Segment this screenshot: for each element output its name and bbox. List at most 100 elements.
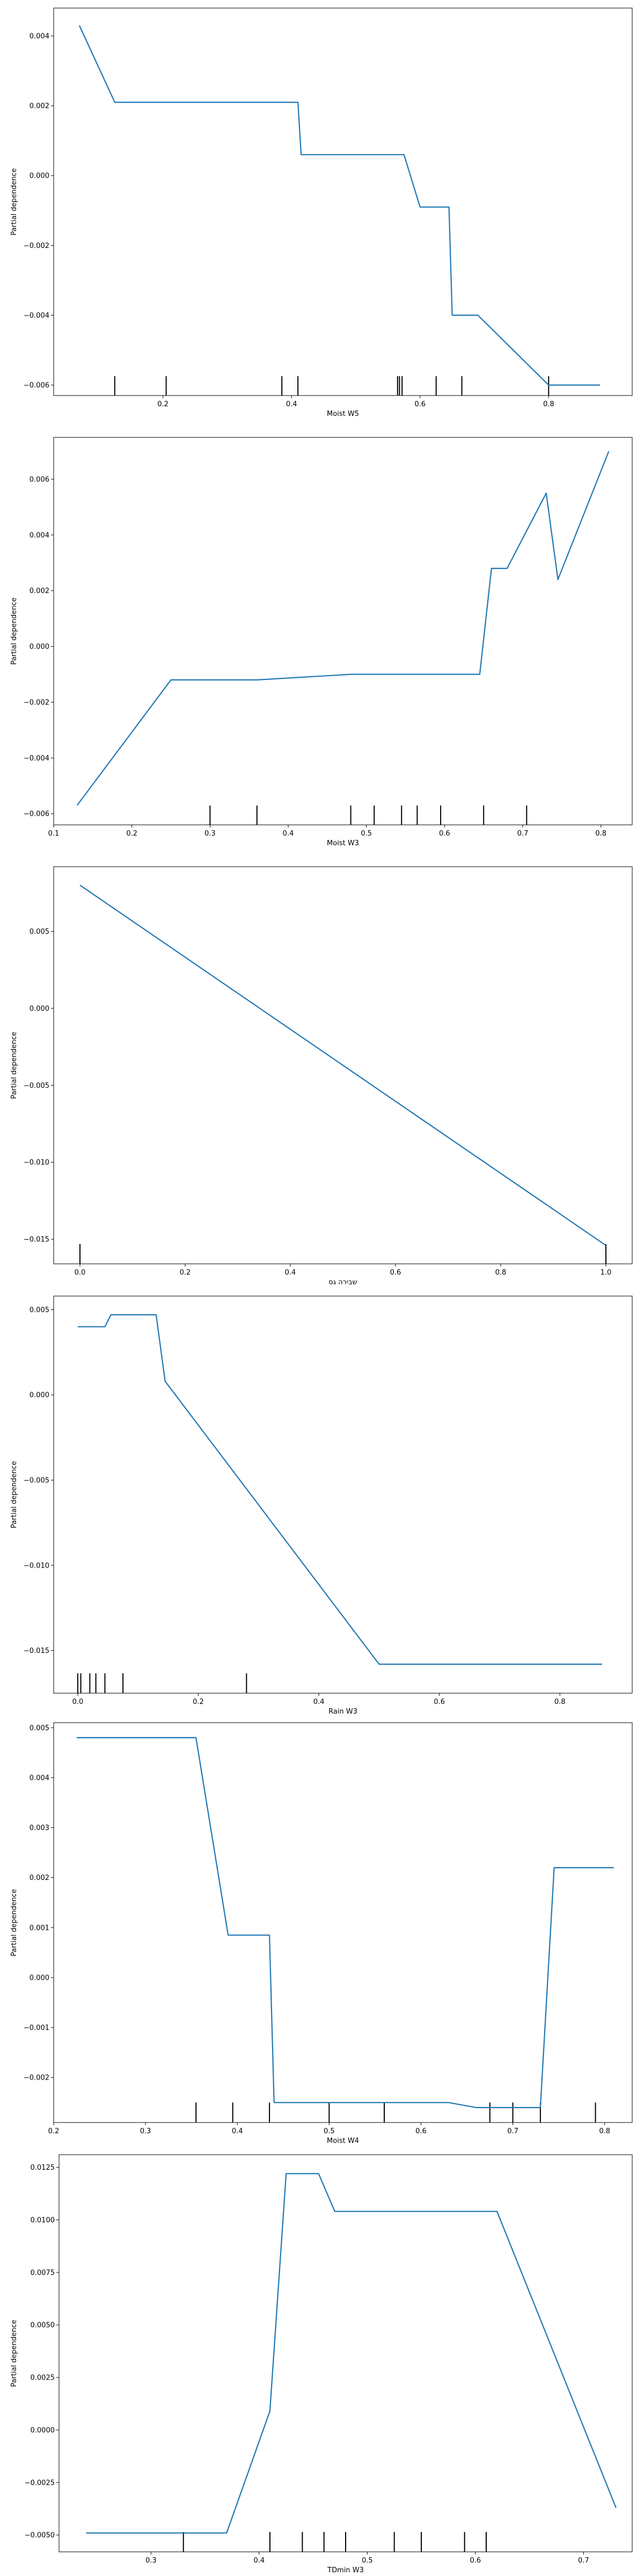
y-tick-label: −0.001	[24, 2024, 49, 2032]
y-tick-label: 0.000	[30, 1392, 49, 1400]
x-tick-label: 0.0	[72, 1698, 84, 1706]
x-tick-label: 0.4	[313, 1698, 325, 1706]
pdp-panel-5: 0.2 0.3 0.4 0.5 0.6 0.7 0.8 −0.002 −0.001 0.000 0.…	[10, 1722, 633, 2145]
x-tick-label: 0.7	[517, 830, 529, 838]
y-tick-label: 0.004	[30, 531, 49, 539]
x-tick-label: 0.8	[599, 2127, 610, 2135]
x-tick-label: 0.8	[595, 830, 606, 838]
axes-frame	[53, 1296, 633, 1694]
x-tick-label: 1.0	[601, 1269, 612, 1277]
x-axis-label: Rain W3	[328, 1708, 357, 1716]
x-tick-label: 0.7	[507, 2127, 518, 2135]
x-tick-label: 0.5	[361, 830, 372, 838]
y-tick-label: 0.000	[30, 172, 49, 180]
y-axis-label: Partial dependence	[10, 597, 18, 664]
y-tick-label: −0.015	[24, 1647, 49, 1655]
y-tick-label: 0.0000	[31, 2426, 55, 2434]
y-axis-label: Partial dependence	[10, 1889, 18, 1956]
x-tick-label: 0.8	[495, 1269, 507, 1277]
x-tick-label: 0.4	[286, 400, 297, 408]
y-tick-label: 0.004	[30, 33, 49, 41]
y-tick-label: −0.002	[24, 2074, 49, 2082]
y-tick-label: 0.002	[30, 1874, 49, 1882]
pdp-panel-4: 0.0 0.2 0.4 0.6 0.8 −0.015 −0.010 −0.005 0.000 0.…	[10, 1296, 633, 1716]
y-tick-label: −0.015	[24, 1236, 49, 1244]
y-tick-label: −0.005	[24, 1477, 49, 1485]
axes-frame	[53, 437, 633, 825]
x-tick-label: 0.2	[180, 1269, 191, 1277]
x-tick-label: 0.1	[48, 830, 60, 838]
partial-dependence-line	[79, 884, 606, 1246]
y-tick-label: 0.002	[30, 103, 49, 111]
y-tick-label: −0.006	[24, 382, 49, 390]
y-tick-label: −0.010	[24, 1562, 49, 1570]
y-tick-label: −0.0050	[25, 2531, 55, 2540]
x-tick-label: 0.7	[578, 2557, 589, 2565]
x-tick-label: 0.6	[434, 1698, 445, 1706]
x-tick-label: 0.8	[554, 1698, 566, 1706]
y-tick-label: 0.001	[30, 1924, 49, 1932]
partial-dependence-line	[76, 451, 610, 806]
x-tick-label: 0.3	[145, 2557, 157, 2565]
x-tick-label: 0.0	[75, 1269, 86, 1277]
x-tick-label: 0.5	[362, 2557, 373, 2565]
y-tick-label: −0.006	[24, 810, 49, 818]
x-tick-label: 0.6	[414, 400, 426, 408]
y-tick-label: −0.004	[24, 755, 49, 763]
y-tick-label: 0.0075	[31, 2269, 55, 2277]
y-axis-label: Partial dependence	[10, 1031, 18, 1099]
x-axis-label: Moist W3	[327, 839, 359, 847]
x-tick-label: 0.3	[140, 2127, 151, 2135]
x-axis-label: TDmin W3	[327, 2566, 364, 2574]
y-tick-label: −0.004	[24, 312, 49, 320]
y-tick-label: 0.0025	[31, 2374, 55, 2382]
partial-dependence-line	[76, 1737, 614, 2109]
x-tick-label: 0.6	[390, 1269, 401, 1277]
axes-frame	[53, 866, 633, 1264]
y-tick-label: 0.003	[30, 1824, 49, 1832]
y-tick-label: 0.0100	[31, 2216, 55, 2224]
y-axis-label: Partial dependence	[10, 1461, 18, 1528]
y-tick-label: 0.000	[30, 1005, 49, 1013]
pdp-panel-6: 0.3 0.4 0.5 0.6 0.7 −0.0050 −0.0025 0.0000 0.002…	[10, 2154, 633, 2574]
y-tick-label: 0.004	[30, 1774, 49, 1782]
pdp-panel-2: 0.1 0.2 0.3 0.4 0.5 0.6 0.7 0.8 −0.006 −0.004 −0.0…	[10, 437, 633, 847]
x-tick-label: 0.6	[439, 830, 450, 838]
x-axis-label: Moist W4	[327, 2137, 359, 2145]
axes-frame	[58, 2154, 633, 2552]
y-tick-label: 0.005	[30, 928, 49, 936]
x-tick-label: 0.2	[193, 1698, 204, 1706]
x-tick-label: 0.2	[48, 2127, 60, 2135]
y-tick-label: 0.006	[30, 475, 49, 484]
y-tick-label: 0.0125	[31, 2164, 55, 2172]
x-tick-label: 0.5	[324, 2127, 335, 2135]
partial-dependence-line	[77, 1314, 602, 1665]
x-axis-label: Moist W5	[327, 410, 359, 418]
y-tick-label: 0.005	[30, 1306, 49, 1314]
y-axis-label: Partial dependence	[10, 168, 18, 235]
y-tick-label: 0.000	[30, 643, 49, 651]
x-tick-label: 0.8	[543, 400, 554, 408]
x-tick-label: 0.6	[415, 2127, 427, 2135]
x-tick-label: 0.3	[204, 830, 216, 838]
y-tick-label: −0.0025	[25, 2479, 55, 2487]
x-tick-label: 0.4	[253, 2557, 265, 2565]
y-tick-label: 0.002	[30, 587, 49, 595]
pdp-panel-3: 0.0 0.2 0.4 0.6 0.8 1.0 −0.015 −0.010 −0.005 0.00…	[10, 866, 633, 1286]
x-tick-label: 0.4	[232, 2127, 243, 2135]
y-axis-label: Partial dependence	[10, 2319, 18, 2387]
y-tick-label: −0.005	[24, 1082, 49, 1090]
y-tick-label: 0.000	[30, 1974, 49, 1982]
y-tick-label: 0.005	[30, 1724, 49, 1732]
x-tick-label: 0.4	[285, 1269, 296, 1277]
y-tick-label: 0.0050	[31, 2322, 55, 2330]
axes-frame	[53, 8, 633, 396]
partial-dependence-line	[78, 25, 601, 386]
y-tick-label: −0.002	[24, 699, 49, 707]
x-tick-label: 0.2	[157, 400, 169, 408]
axes-frame	[53, 1722, 633, 2123]
x-axis-label: שבירה גס	[328, 1278, 357, 1286]
pdp-panel-1: 0.2 0.4 0.6 0.8 −0.006 −0.004 −0.002 0.000 0.002…	[10, 8, 633, 418]
x-tick-label: 0.4	[283, 830, 294, 838]
